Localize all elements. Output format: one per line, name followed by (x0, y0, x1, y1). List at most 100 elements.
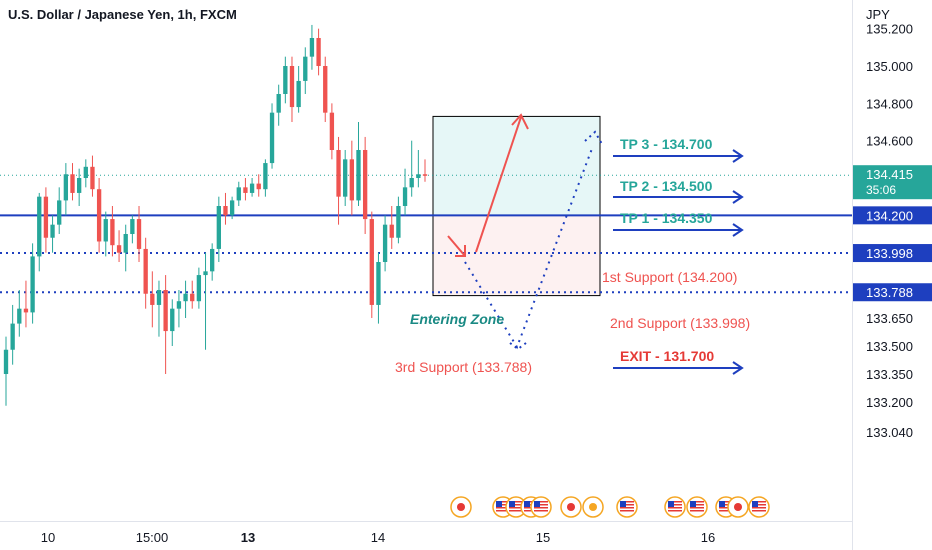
candle-body (130, 219, 135, 235)
candle-body (376, 262, 381, 305)
candle-body (316, 38, 321, 67)
us-flag-stripe (668, 501, 682, 503)
candle-body (303, 56, 308, 81)
candle-body (389, 224, 394, 238)
projected-arrowhead (584, 130, 603, 145)
candle-body (190, 293, 195, 302)
price-axis-divider (852, 0, 853, 550)
exit-label: EXIT - 131.700 (620, 348, 714, 364)
us-flag-canton (690, 501, 696, 507)
candle-body (176, 301, 182, 309)
candle-body (422, 174, 428, 176)
candle-body (163, 290, 168, 332)
us-flag-canton (524, 501, 530, 507)
candle-body (229, 200, 235, 216)
candle-body (170, 308, 175, 332)
us-flag-canton (496, 501, 502, 507)
candle-body (57, 200, 62, 225)
us-flag-stripe (509, 510, 523, 512)
us-flag-stripe (496, 510, 510, 512)
candle-body (143, 248, 148, 294)
red-up-arrowhead (511, 113, 529, 130)
candle-body (276, 94, 281, 113)
candle-body (196, 275, 202, 302)
candle-body (103, 219, 108, 242)
candle-body (256, 183, 261, 190)
candle-body (362, 150, 368, 220)
us-flag-stripe (534, 507, 548, 509)
y-tick-label: 133.500 (866, 339, 913, 354)
price-level-badge (853, 283, 932, 302)
price-level-label: 133.998 (866, 246, 913, 261)
us-flag-stripe (496, 504, 510, 506)
candle-body (382, 224, 388, 263)
candle-body (70, 174, 75, 193)
us-flag-stripe (690, 504, 704, 506)
candle-body (369, 219, 374, 305)
entering-zone-label: Entering Zone (410, 311, 504, 327)
currency-label: JPY (866, 7, 890, 22)
candle-body (263, 163, 268, 190)
candle-body (37, 196, 42, 257)
us-flag-canton (620, 501, 626, 507)
us-flag-canton (719, 501, 725, 507)
candle-body (203, 271, 208, 276)
candle-body (156, 290, 162, 305)
us-flag-stripe (719, 501, 733, 503)
tp3-arrow-head (732, 149, 744, 163)
candle-body (416, 174, 421, 179)
candle-body (43, 196, 49, 238)
us-flag-stripe (524, 501, 538, 503)
us-flag-stripe (719, 510, 733, 512)
us-flag-stripe (620, 507, 634, 509)
us-flag-stripe (690, 510, 704, 512)
current-price-value: 134.415 (866, 167, 913, 182)
candle-body (356, 150, 361, 201)
us-flag-canton (509, 501, 515, 507)
candle-body (409, 178, 414, 188)
support3-label: 3rd Support (133.788) (395, 359, 532, 375)
event-dot-yellow (589, 503, 597, 511)
candle-body (210, 248, 215, 272)
us-flag-stripe (496, 501, 510, 503)
support1-label: 1st Support (134.200) (602, 269, 737, 285)
tp2-arrow-head (732, 190, 744, 204)
candle-body (63, 174, 69, 201)
candle-body (323, 66, 328, 113)
x-tick-label: 10 (41, 530, 55, 545)
y-tick-label: 135.000 (866, 59, 913, 74)
us-flag-stripe (690, 507, 704, 509)
us-flag-stripe (509, 501, 523, 503)
exit-arrow-head (732, 361, 744, 375)
candle-body (249, 183, 255, 193)
candle-body (329, 112, 335, 151)
projected-path (464, 145, 594, 350)
tp2-label: TP 2 - 134.500 (620, 178, 713, 194)
candle-body (309, 38, 315, 57)
price-level-label: 133.788 (866, 285, 913, 300)
us-flag-canton (752, 501, 758, 507)
candle-body (283, 66, 288, 95)
candle-body (216, 206, 221, 249)
us-flag-stripe (620, 504, 634, 506)
us-flag-stripe (668, 507, 682, 509)
candle-body (96, 189, 102, 242)
x-tick-label: 15:00 (136, 530, 169, 545)
current-price-countdown: 35:06 (866, 183, 896, 197)
us-flag-stripe (534, 501, 548, 503)
candle-body (10, 323, 15, 350)
candle-body (23, 308, 29, 313)
current-price-badge (853, 165, 932, 200)
candle-body (296, 80, 301, 108)
candle-body (3, 349, 9, 375)
projected-dip (509, 342, 527, 351)
candle-body (289, 66, 295, 108)
x-tick-label: 15 (536, 530, 550, 545)
tp1-arrow-head (732, 223, 744, 237)
candle-body (223, 206, 228, 216)
support2-label: 2nd Support (133.998) (610, 315, 750, 331)
candle-body (396, 206, 401, 238)
candle-body (343, 159, 348, 197)
